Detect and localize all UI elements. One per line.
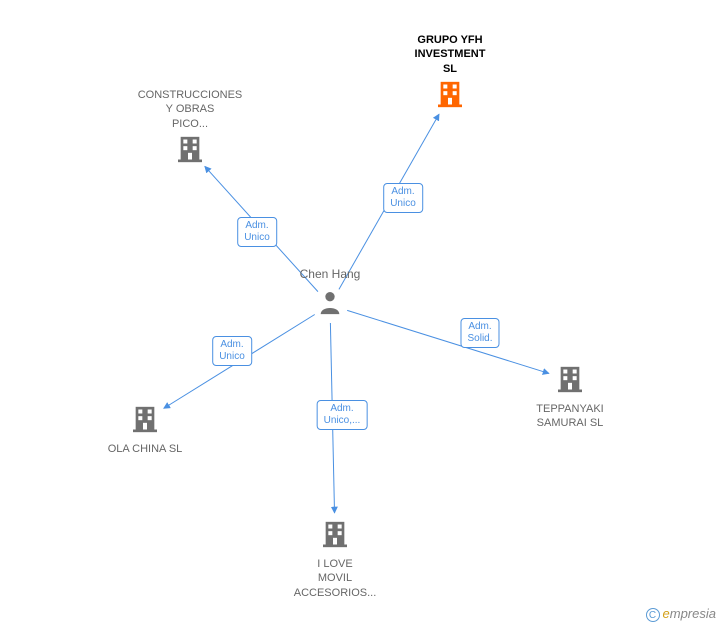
edge-label: Adm. Solid. (460, 318, 499, 348)
node-label: CONSTRUCCIONESY OBRASPICO... (130, 88, 250, 131)
diagram-canvas (0, 0, 728, 630)
watermark: Cempresia (646, 606, 716, 622)
building-icon (319, 517, 351, 554)
copyright-icon: C (646, 608, 660, 622)
node-label: OLA CHINA SL (85, 442, 205, 456)
building-icon (174, 132, 206, 169)
building-icon (434, 77, 466, 114)
edge-label: Adm. Unico (212, 336, 252, 366)
building-icon (554, 362, 586, 399)
building-icon (129, 402, 161, 439)
edge-label: Adm. Unico (237, 217, 277, 247)
node-label: I LOVEMOVILACCESORIOS... (275, 557, 395, 600)
edge-label: Adm. Unico,... (317, 400, 368, 430)
center-node-label: Chen Hang (300, 267, 361, 281)
person-icon (316, 289, 344, 322)
node-label: TEPPANYAKISAMURAI SL (510, 402, 630, 431)
node-label: GRUPO YFHINVESTMENTSL (390, 33, 510, 76)
edge-label: Adm. Unico (383, 183, 423, 213)
edge-line (347, 310, 549, 373)
